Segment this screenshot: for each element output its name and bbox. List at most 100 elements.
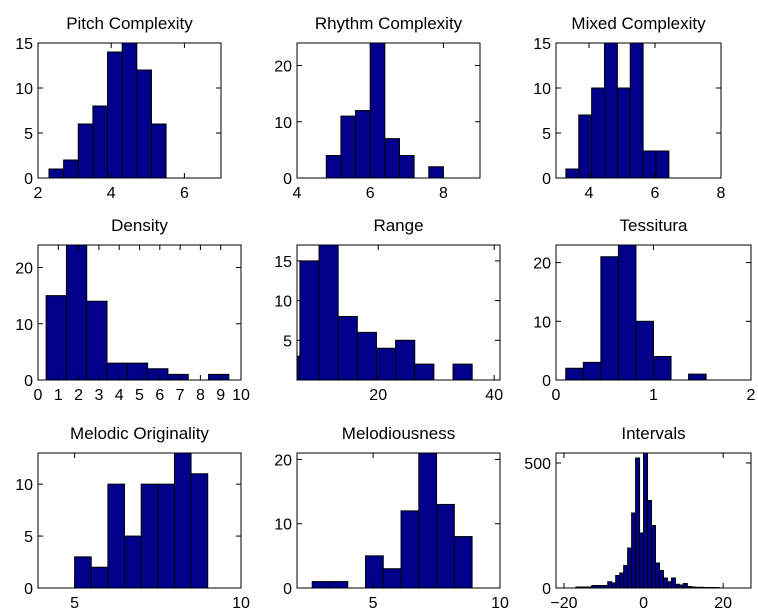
y-tick-label: 20	[274, 59, 292, 76]
x-tick-label: 4	[115, 387, 124, 404]
y-tick-label: 0	[24, 373, 33, 390]
histogram-bar	[578, 114, 593, 179]
histogram-bar	[635, 320, 655, 381]
histogram-bar	[92, 105, 109, 179]
histogram-bar	[639, 532, 645, 589]
histogram-bar	[565, 367, 584, 381]
histogram-panel: Melodic Originality 5 10 0 5 10	[15, 424, 250, 612]
histogram-bar	[662, 577, 668, 589]
histogram-bar	[299, 260, 320, 381]
histogram-bar	[627, 547, 633, 589]
x-tick-label: 0	[34, 387, 43, 404]
histogram-bar	[631, 512, 637, 589]
histogram-bar	[124, 535, 142, 589]
histogram-bar	[615, 575, 621, 589]
x-tick-label: 2	[74, 387, 83, 404]
histogram-bar	[121, 42, 138, 179]
histogram-bar	[629, 42, 644, 179]
axes-frame	[37, 42, 222, 179]
y-tick-label: 10	[15, 81, 33, 98]
y-tick-label: 500	[524, 456, 551, 473]
histogram-bar	[375, 347, 397, 381]
y-tick-label: 0	[542, 373, 551, 390]
x-tick-label: 8	[717, 185, 726, 202]
histogram-bar	[623, 565, 629, 589]
panel-title: Range	[373, 216, 423, 235]
histogram-bar	[670, 577, 676, 589]
x-tick-label: 5	[369, 595, 378, 612]
histogram-bar	[337, 315, 358, 381]
x-tick-label: 5	[70, 595, 79, 612]
axes-frame	[296, 452, 501, 589]
x-tick-label: 6	[366, 185, 375, 202]
y-tick-label: 15	[274, 254, 292, 271]
histogram-bar	[647, 500, 653, 589]
y-tick-label: 10	[15, 317, 33, 334]
x-tick-label: 0	[639, 595, 648, 612]
panel-title: Melodic Originality	[70, 424, 209, 443]
histogram-bar	[48, 168, 65, 179]
histogram-bar	[418, 452, 438, 589]
x-tick-label: 2	[747, 387, 756, 404]
x-tick-label: 40	[485, 387, 503, 404]
histogram-bar	[414, 363, 435, 381]
y-tick-label: 5	[24, 126, 33, 143]
x-tick-label: 6	[180, 185, 189, 202]
x-tick-label: −20	[550, 595, 577, 612]
histogram-bar	[452, 363, 473, 381]
histogram-bar	[619, 572, 625, 589]
axes-frame	[37, 452, 242, 589]
y-tick-label: 0	[24, 581, 33, 598]
histogram-bar	[190, 473, 209, 589]
x-tick-label: 4	[293, 185, 302, 202]
x-tick-label: 7	[176, 387, 185, 404]
x-tick-label: 5	[135, 387, 144, 404]
axes-frame	[296, 244, 501, 381]
histogram-bar	[147, 368, 169, 381]
histogram-bar	[369, 42, 386, 179]
y-tick-label: 20	[15, 261, 33, 278]
histogram-bar	[106, 362, 128, 381]
panel-title: Mixed Complexity	[571, 14, 706, 33]
histogram-bar	[107, 51, 123, 179]
histogram-bar	[398, 155, 415, 179]
histogram-bar	[208, 373, 230, 381]
y-tick-label: 5	[542, 126, 551, 143]
histogram-bar	[136, 69, 152, 179]
histogram-bar	[653, 356, 672, 381]
histogram-panel: Pitch Complexity 2 4 6 0 5 10 15	[15, 14, 222, 202]
x-tick-label: 2	[34, 185, 43, 202]
histogram-bar	[600, 256, 619, 381]
panel-title: Tessitura	[619, 216, 688, 235]
y-tick-label: 0	[283, 171, 292, 188]
panel-title: Density	[111, 216, 168, 235]
histogram-bar	[582, 361, 602, 381]
histogram-bar	[167, 373, 189, 381]
histogram-bar	[126, 362, 149, 381]
histogram-bar	[355, 110, 371, 179]
histogram-bar	[604, 42, 618, 179]
histogram-bar	[173, 452, 192, 589]
axes-frame	[296, 42, 481, 179]
histogram-bar	[635, 457, 641, 589]
histogram-bar	[616, 87, 631, 179]
panel-title: Rhythm Complexity	[315, 14, 463, 33]
x-tick-label: 1	[54, 387, 63, 404]
histogram-bar	[63, 159, 79, 179]
histogram-bar	[591, 87, 606, 179]
histogram-bar	[453, 536, 473, 589]
x-tick-label: 8	[439, 185, 448, 202]
histogram-bar	[365, 555, 384, 589]
x-tick-label: 10	[232, 595, 250, 612]
y-tick-label: 0	[283, 581, 292, 598]
histogram-panel: Rhythm Complexity 4 6 8 0 10 20	[274, 14, 481, 202]
histogram-bar	[65, 244, 88, 381]
histogram-panel: Mixed Complexity 4 6 8 0 5 10 15	[533, 14, 725, 202]
histogram-bar	[150, 123, 167, 179]
axes-frame	[555, 42, 722, 179]
histogram-bar	[77, 123, 94, 179]
y-tick-label: 10	[274, 517, 292, 534]
x-tick-label: 4	[585, 185, 594, 202]
